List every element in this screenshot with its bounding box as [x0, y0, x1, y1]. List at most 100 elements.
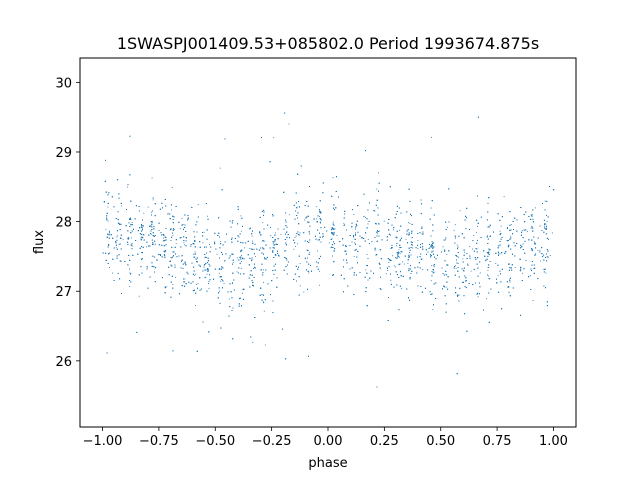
data-point — [459, 210, 461, 212]
data-point — [383, 220, 385, 222]
data-point — [497, 264, 499, 266]
data-point — [190, 246, 192, 247]
data-point — [501, 268, 503, 270]
data-point — [179, 293, 180, 295]
data-point — [206, 290, 208, 292]
data-point — [127, 186, 129, 188]
data-point — [261, 263, 263, 265]
data-point — [185, 240, 187, 242]
data-point — [391, 224, 393, 226]
data-point — [176, 256, 178, 258]
data-point — [377, 214, 379, 216]
data-point — [157, 259, 158, 261]
data-point — [274, 254, 276, 256]
data-point — [433, 271, 435, 273]
data-point — [521, 230, 523, 232]
data-point — [154, 235, 156, 237]
data-point — [129, 272, 131, 274]
data-point — [234, 237, 236, 239]
data-point — [466, 253, 468, 254]
data-point — [487, 202, 489, 204]
data-point — [175, 243, 177, 244]
data-point — [167, 213, 169, 215]
data-point — [387, 270, 389, 271]
data-point — [486, 219, 488, 221]
data-point — [159, 254, 161, 256]
data-point — [149, 276, 151, 278]
data-point — [430, 280, 432, 282]
data-point — [127, 241, 129, 243]
data-point — [245, 242, 247, 244]
data-point — [507, 227, 508, 228]
data-point — [532, 227, 534, 229]
data-point — [272, 243, 274, 245]
data-point — [297, 243, 299, 245]
data-point — [469, 246, 471, 247]
data-point — [456, 373, 458, 375]
data-point — [316, 218, 318, 220]
data-point — [293, 248, 295, 250]
data-point — [179, 228, 181, 230]
data-point — [243, 258, 245, 260]
data-point — [240, 230, 242, 232]
data-point — [249, 257, 251, 259]
data-point — [354, 234, 356, 235]
data-point — [318, 239, 320, 241]
data-point — [539, 260, 541, 262]
data-point — [106, 352, 108, 354]
data-point — [479, 272, 481, 274]
data-point — [546, 233, 548, 235]
data-point — [251, 240, 253, 242]
data-point — [499, 230, 501, 232]
data-point — [109, 267, 110, 268]
data-point — [398, 249, 400, 251]
data-point — [328, 242, 330, 244]
data-point — [431, 136, 432, 138]
data-point — [250, 260, 252, 262]
data-point — [425, 249, 427, 251]
data-point — [457, 263, 459, 264]
data-point — [470, 270, 472, 272]
data-point — [116, 248, 118, 250]
data-point — [248, 264, 250, 266]
data-point — [224, 241, 226, 243]
data-point — [433, 246, 435, 248]
data-point — [393, 229, 394, 231]
data-point — [175, 253, 176, 255]
data-point — [248, 277, 250, 279]
data-point — [153, 244, 155, 246]
data-point — [138, 295, 140, 297]
data-point — [113, 247, 115, 249]
data-point — [204, 264, 206, 265]
data-point — [319, 270, 320, 272]
data-point — [456, 262, 458, 264]
data-point — [376, 233, 378, 235]
data-point — [207, 257, 209, 259]
data-point — [412, 247, 414, 249]
data-point — [428, 243, 430, 245]
data-point — [171, 265, 173, 267]
data-point — [480, 216, 482, 218]
data-point — [533, 241, 535, 243]
data-point — [367, 279, 369, 281]
data-point — [152, 199, 154, 201]
data-point — [416, 272, 418, 274]
data-point — [355, 223, 357, 225]
data-point — [331, 228, 333, 230]
data-point — [120, 248, 122, 250]
data-point — [107, 220, 109, 222]
data-point — [524, 252, 526, 254]
data-point — [285, 250, 287, 252]
data-point — [253, 263, 255, 265]
data-point — [272, 251, 274, 253]
data-point — [242, 257, 243, 259]
data-point — [334, 228, 336, 230]
data-point — [117, 235, 119, 237]
data-point — [284, 266, 286, 268]
data-point — [345, 250, 347, 252]
data-point — [185, 245, 187, 247]
data-point — [545, 272, 547, 274]
data-point — [287, 261, 289, 263]
data-point — [400, 212, 402, 214]
data-point — [441, 251, 442, 253]
